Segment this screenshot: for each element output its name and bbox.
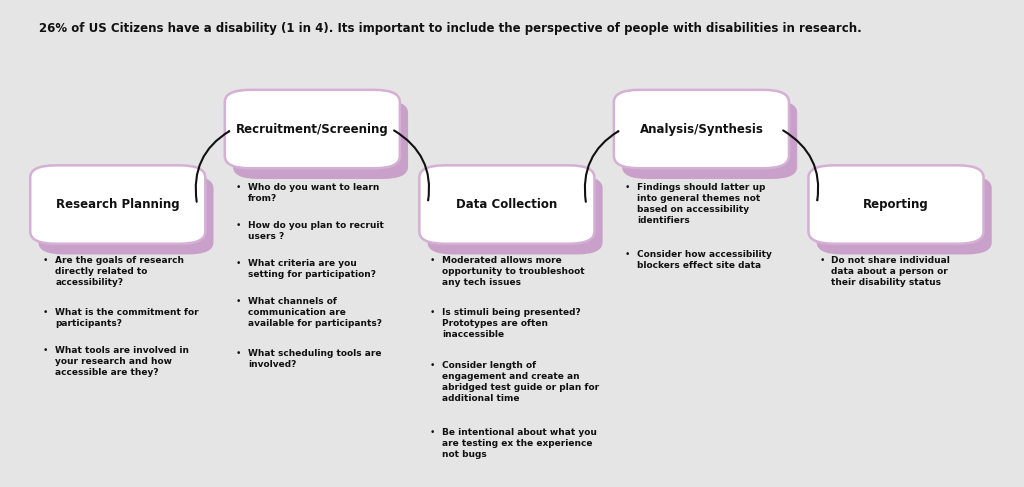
Text: What scheduling tools are
involved?: What scheduling tools are involved?	[248, 349, 381, 369]
Text: •: •	[625, 183, 630, 191]
Text: Research Planning: Research Planning	[56, 198, 179, 211]
Text: What is the commitment for
participants?: What is the commitment for participants?	[55, 308, 199, 328]
Text: Recruitment/Screening: Recruitment/Screening	[236, 123, 389, 135]
Text: Reporting: Reporting	[863, 198, 929, 211]
Text: •: •	[236, 297, 241, 305]
FancyBboxPatch shape	[420, 166, 594, 244]
FancyBboxPatch shape	[31, 166, 205, 244]
FancyArrowPatch shape	[394, 131, 429, 200]
Text: •: •	[43, 308, 48, 317]
Text: •: •	[819, 256, 824, 264]
Text: Analysis/Synthesis: Analysis/Synthesis	[640, 123, 763, 135]
Text: •: •	[236, 183, 241, 191]
Text: Are the goals of research
directly related to
accessibility?: Are the goals of research directly relat…	[55, 256, 184, 287]
Text: •: •	[236, 221, 241, 229]
Text: Consider length of
engagement and create an
abridged test guide or plan for
addi: Consider length of engagement and create…	[442, 361, 599, 403]
Text: 26% of US Citizens have a disability (1 in 4). Its important to include the pers: 26% of US Citizens have a disability (1 …	[39, 22, 861, 35]
FancyBboxPatch shape	[614, 90, 788, 169]
Text: Who do you want to learn
from?: Who do you want to learn from?	[248, 183, 379, 203]
FancyBboxPatch shape	[232, 101, 408, 179]
Text: •: •	[430, 256, 435, 264]
Text: Be intentional about what you
are testing ex the experience
not bugs: Be intentional about what you are testin…	[442, 428, 597, 459]
FancyBboxPatch shape	[224, 90, 399, 169]
Text: How do you plan to recruit
users ?: How do you plan to recruit users ?	[248, 221, 384, 241]
FancyArrowPatch shape	[585, 131, 618, 202]
FancyBboxPatch shape	[39, 176, 213, 255]
Text: Findings should latter up
into general themes not
based on accessibility
identif: Findings should latter up into general t…	[637, 183, 765, 225]
FancyBboxPatch shape	[809, 166, 983, 244]
Text: •: •	[236, 349, 241, 358]
Text: •: •	[625, 250, 630, 259]
Text: •: •	[430, 361, 435, 370]
Text: Do not share individual
data about a person or
their disability status: Do not share individual data about a per…	[831, 256, 950, 287]
Text: •: •	[236, 259, 241, 267]
Text: What tools are involved in
your research and how
accessible are they?: What tools are involved in your research…	[55, 346, 189, 377]
Text: •: •	[43, 256, 48, 264]
FancyBboxPatch shape	[623, 101, 797, 179]
FancyBboxPatch shape	[817, 176, 991, 255]
Text: Is stimuli being presented?
Prototypes are often
inaccessible: Is stimuli being presented? Prototypes a…	[442, 308, 581, 339]
Text: Data Collection: Data Collection	[457, 198, 557, 211]
Text: Moderated allows more
opportunity to troubleshoot
any tech issues: Moderated allows more opportunity to tro…	[442, 256, 585, 287]
Text: Consider how accessibility
blockers effect site data: Consider how accessibility blockers effe…	[637, 250, 772, 270]
Text: What channels of
communication are
available for participants?: What channels of communication are avail…	[248, 297, 382, 328]
FancyArrowPatch shape	[783, 131, 818, 200]
FancyArrowPatch shape	[196, 131, 229, 202]
Text: •: •	[43, 346, 48, 355]
Text: What criteria are you
setting for participation?: What criteria are you setting for partic…	[248, 259, 376, 279]
Text: •: •	[430, 308, 435, 317]
FancyBboxPatch shape	[428, 176, 602, 255]
Text: •: •	[430, 428, 435, 437]
